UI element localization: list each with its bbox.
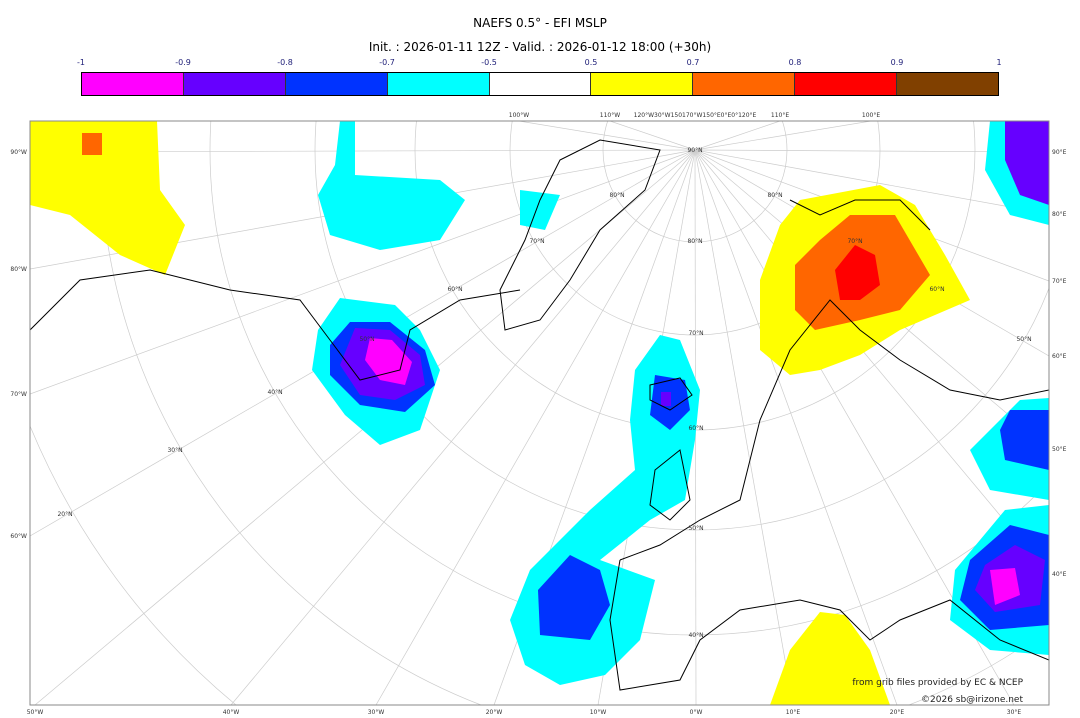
- axis-label: 60°N: [929, 286, 944, 293]
- field-siberia-purple: [1005, 121, 1049, 205]
- axis-label: 50°N: [688, 525, 703, 532]
- axis-label: 50°N: [359, 336, 374, 343]
- colorbar-swatch: [387, 73, 490, 95]
- field-iceland-purple: [661, 392, 671, 406]
- colorbar-tick: 0.7: [686, 58, 700, 67]
- axis-label: 30°E: [1007, 709, 1022, 716]
- axis-label: 70°E: [1052, 278, 1067, 285]
- field-iberia-blue: [538, 555, 610, 640]
- axis-label: 40°W: [223, 709, 240, 716]
- axis-label: 80°N: [609, 192, 624, 199]
- axis-label: 70°N: [529, 238, 544, 245]
- axis-label: 30°N: [167, 447, 182, 454]
- axis-label: 10°E: [786, 709, 801, 716]
- axis-label: 80°W: [10, 266, 27, 273]
- axis-label: 40°E: [1052, 571, 1067, 578]
- colorbar-tick: -0.9: [175, 58, 191, 67]
- axis-label: 60°W: [10, 533, 27, 540]
- field-alaska-yellow: [30, 121, 185, 275]
- field-italy-yellow: [770, 612, 890, 705]
- field-baffin-cyan: [520, 190, 560, 230]
- colorbar-tick: 0.9: [890, 58, 904, 67]
- axis-label: 50°E: [1052, 446, 1067, 453]
- field-russia-blue: [1000, 410, 1049, 470]
- axis-label: 50°W: [27, 709, 44, 716]
- axis-label: 110°W: [600, 112, 620, 119]
- axis-label: 70°W: [10, 391, 27, 398]
- axis-label: 90°N: [687, 147, 702, 154]
- colorbar: [81, 72, 999, 96]
- axis-label: 80°E: [1052, 211, 1067, 218]
- axis-label: 40°N: [688, 632, 703, 639]
- colorbar-tick: -1: [77, 58, 85, 67]
- axis-label: 50°N: [1016, 336, 1031, 343]
- colorbar-swatch: [82, 73, 184, 95]
- chart-title: NAEFS 0.5° - EFI MSLP: [473, 16, 607, 30]
- axis-label: 110°E: [771, 112, 789, 119]
- credit-line1: from grib files provided by EC & NCEP: [852, 678, 1023, 688]
- field-canada-cyan: [318, 121, 465, 250]
- colorbar-tick: -0.7: [379, 58, 395, 67]
- colorbar-tick: -0.5: [481, 58, 497, 67]
- colorbar-tick: 0.8: [788, 58, 802, 67]
- axis-label: 100°E: [862, 112, 880, 119]
- colorbar-swatch: [795, 73, 898, 95]
- axis-label: 120°W30°W150170°W150°E0°E0°120°E: [634, 112, 757, 119]
- axis-label: 20°E: [890, 709, 905, 716]
- axis-label: 80°N: [687, 238, 702, 245]
- axis-label: 60°N: [447, 286, 462, 293]
- axis-label: 30°W: [368, 709, 385, 716]
- axis-label: 20°W: [486, 709, 503, 716]
- coastlines: [30, 139, 1049, 691]
- field-labrador-magenta: [365, 338, 412, 385]
- colorbar-swatch: [183, 73, 286, 95]
- colorbar-tick: 1: [996, 58, 1002, 67]
- axis-label: 10°W: [590, 709, 607, 716]
- colorbar-swatch: [897, 73, 999, 95]
- axis-label: 0°W: [690, 709, 703, 716]
- axis-labels: 90°W 80°W 70°W 60°W 90°E 80°E 70°E 60°E 50°E 40°E…: [10, 112, 1066, 716]
- axis-label: 70°N: [847, 238, 862, 245]
- axis-label: 40°N: [267, 389, 282, 396]
- colorbar-swatch: [489, 73, 592, 95]
- colorbar-swatch: [591, 73, 694, 95]
- colorbar-swatch: [285, 73, 388, 95]
- field-turkey-magenta: [990, 568, 1020, 605]
- credit-line2: ©2026 sb@irizone.net: [921, 695, 1023, 705]
- axis-label: 70°N: [688, 330, 703, 337]
- colorbar-tick: 0.5: [584, 58, 598, 67]
- map-frame: [29, 120, 1050, 706]
- axis-label: 20°N: [57, 511, 72, 518]
- axis-label: 90°E: [1052, 149, 1067, 156]
- colorbar-tick: -0.8: [277, 58, 293, 67]
- axis-label: 100°W: [509, 112, 529, 119]
- axis-label: 60°E: [1052, 353, 1067, 360]
- map-fields: [30, 121, 1049, 705]
- axis-label: 90°W: [10, 149, 27, 156]
- field-scandinavia-red: [835, 245, 880, 300]
- axis-label: 80°N: [767, 192, 782, 199]
- chart-subtitle: Init. : 2026-01-11 12Z - Valid. : 2026-0…: [368, 40, 712, 54]
- axis-label: 60°N: [688, 425, 703, 432]
- colorbar-swatch: [693, 73, 796, 95]
- field-alaska-orange: [82, 133, 102, 155]
